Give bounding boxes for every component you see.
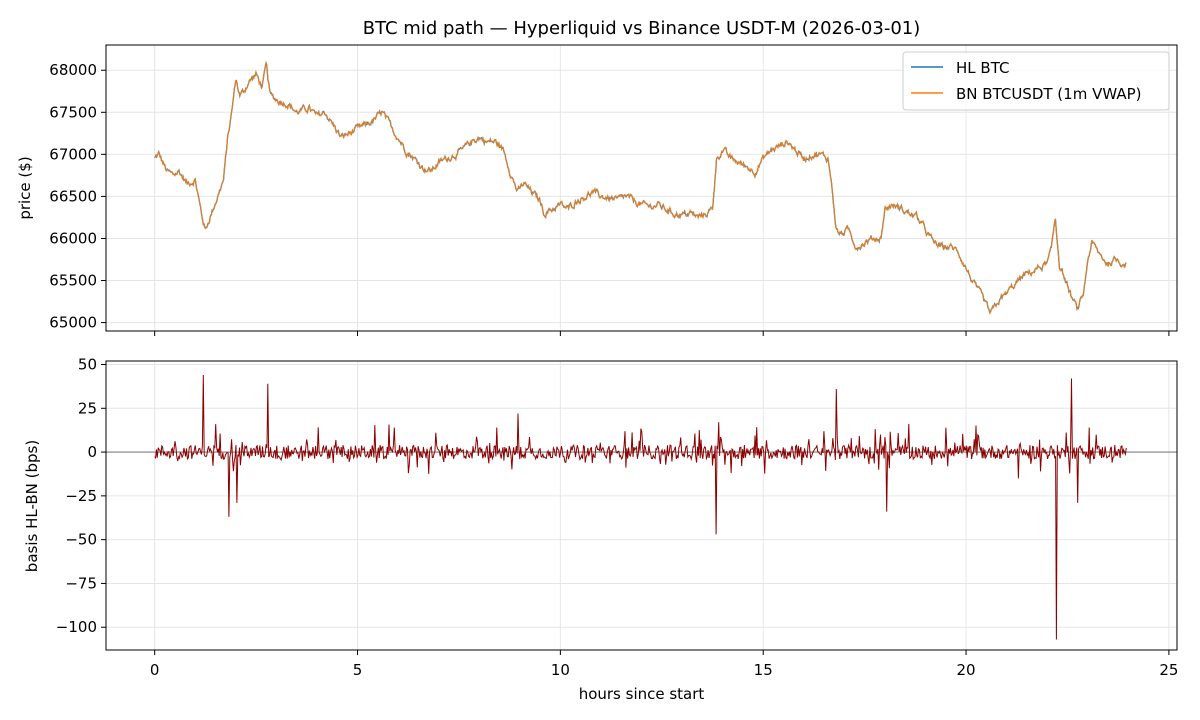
- y-tick-label: 65500: [49, 272, 97, 290]
- basis-panel-frame: [106, 361, 1177, 650]
- price-plot-area: [154, 60, 1127, 315]
- price-x-ticks: [154, 331, 1170, 336]
- y-tick-label: 66500: [49, 187, 97, 205]
- x-tick-label: 15: [754, 661, 773, 679]
- x-tick-label: 10: [551, 661, 570, 679]
- x-tick-label: 5: [353, 661, 363, 679]
- series-line-bn-btcusdt: [154, 60, 1127, 315]
- price-panel-border: [105, 44, 1178, 332]
- basis-y-axis-label: basis HL-BN (bps): [23, 440, 41, 572]
- x-tick-label: 0: [150, 661, 160, 679]
- y-tick-label: −100: [56, 618, 97, 636]
- basis-y-ticks: 50 25 0 −25 −50 −75 −100: [56, 356, 106, 636]
- y-tick-label: −25: [65, 487, 97, 505]
- x-tick-label: 20: [956, 661, 975, 679]
- y-tick-label: 67000: [49, 145, 97, 163]
- y-tick-label: 65000: [49, 314, 97, 332]
- y-tick-label: 25: [78, 399, 97, 417]
- legend-box: [902, 51, 1170, 111]
- y-tick-label: 68000: [49, 61, 97, 79]
- y-tick-label: −75: [65, 574, 97, 592]
- legend-label-hl: HL BTC: [956, 59, 1009, 77]
- y-tick-label: 0: [87, 443, 97, 461]
- price-gridlines: [106, 45, 1177, 331]
- legend: HL BTC BN BTCUSDT (1m VWAP): [902, 51, 1170, 111]
- price-chart-title: BTC mid path — Hyperliquid vs Binance US…: [363, 18, 921, 39]
- basis-panel-border: [105, 360, 1178, 651]
- y-tick-label: 50: [78, 356, 97, 374]
- basis-panel: 50 25 0 −25 −50 −75 −100 0 5 10 15 20 25 basis HL-B…: [23, 356, 1178, 703]
- price-y-ticks: 65000 65500 66000 66500 67000 67500 68000: [49, 61, 106, 332]
- price-y-axis-label: price ($): [16, 156, 34, 219]
- series-line-basis: [154, 374, 1127, 640]
- basis-x-axis-label: hours since start: [579, 685, 705, 703]
- basis-x-ticks: 0 5 10 15 20 25: [150, 650, 1178, 679]
- y-tick-label: 66000: [49, 229, 97, 247]
- legend-label-bn: BN BTCUSDT (1m VWAP): [956, 85, 1142, 103]
- x-tick-label: 25: [1159, 661, 1178, 679]
- basis-plot-area: [154, 374, 1127, 640]
- y-tick-label: −50: [65, 531, 97, 549]
- price-panel: 65000 65500 66000 66500 67000 67500 68000 BTC …: [16, 18, 1178, 336]
- y-tick-label: 67500: [49, 103, 97, 121]
